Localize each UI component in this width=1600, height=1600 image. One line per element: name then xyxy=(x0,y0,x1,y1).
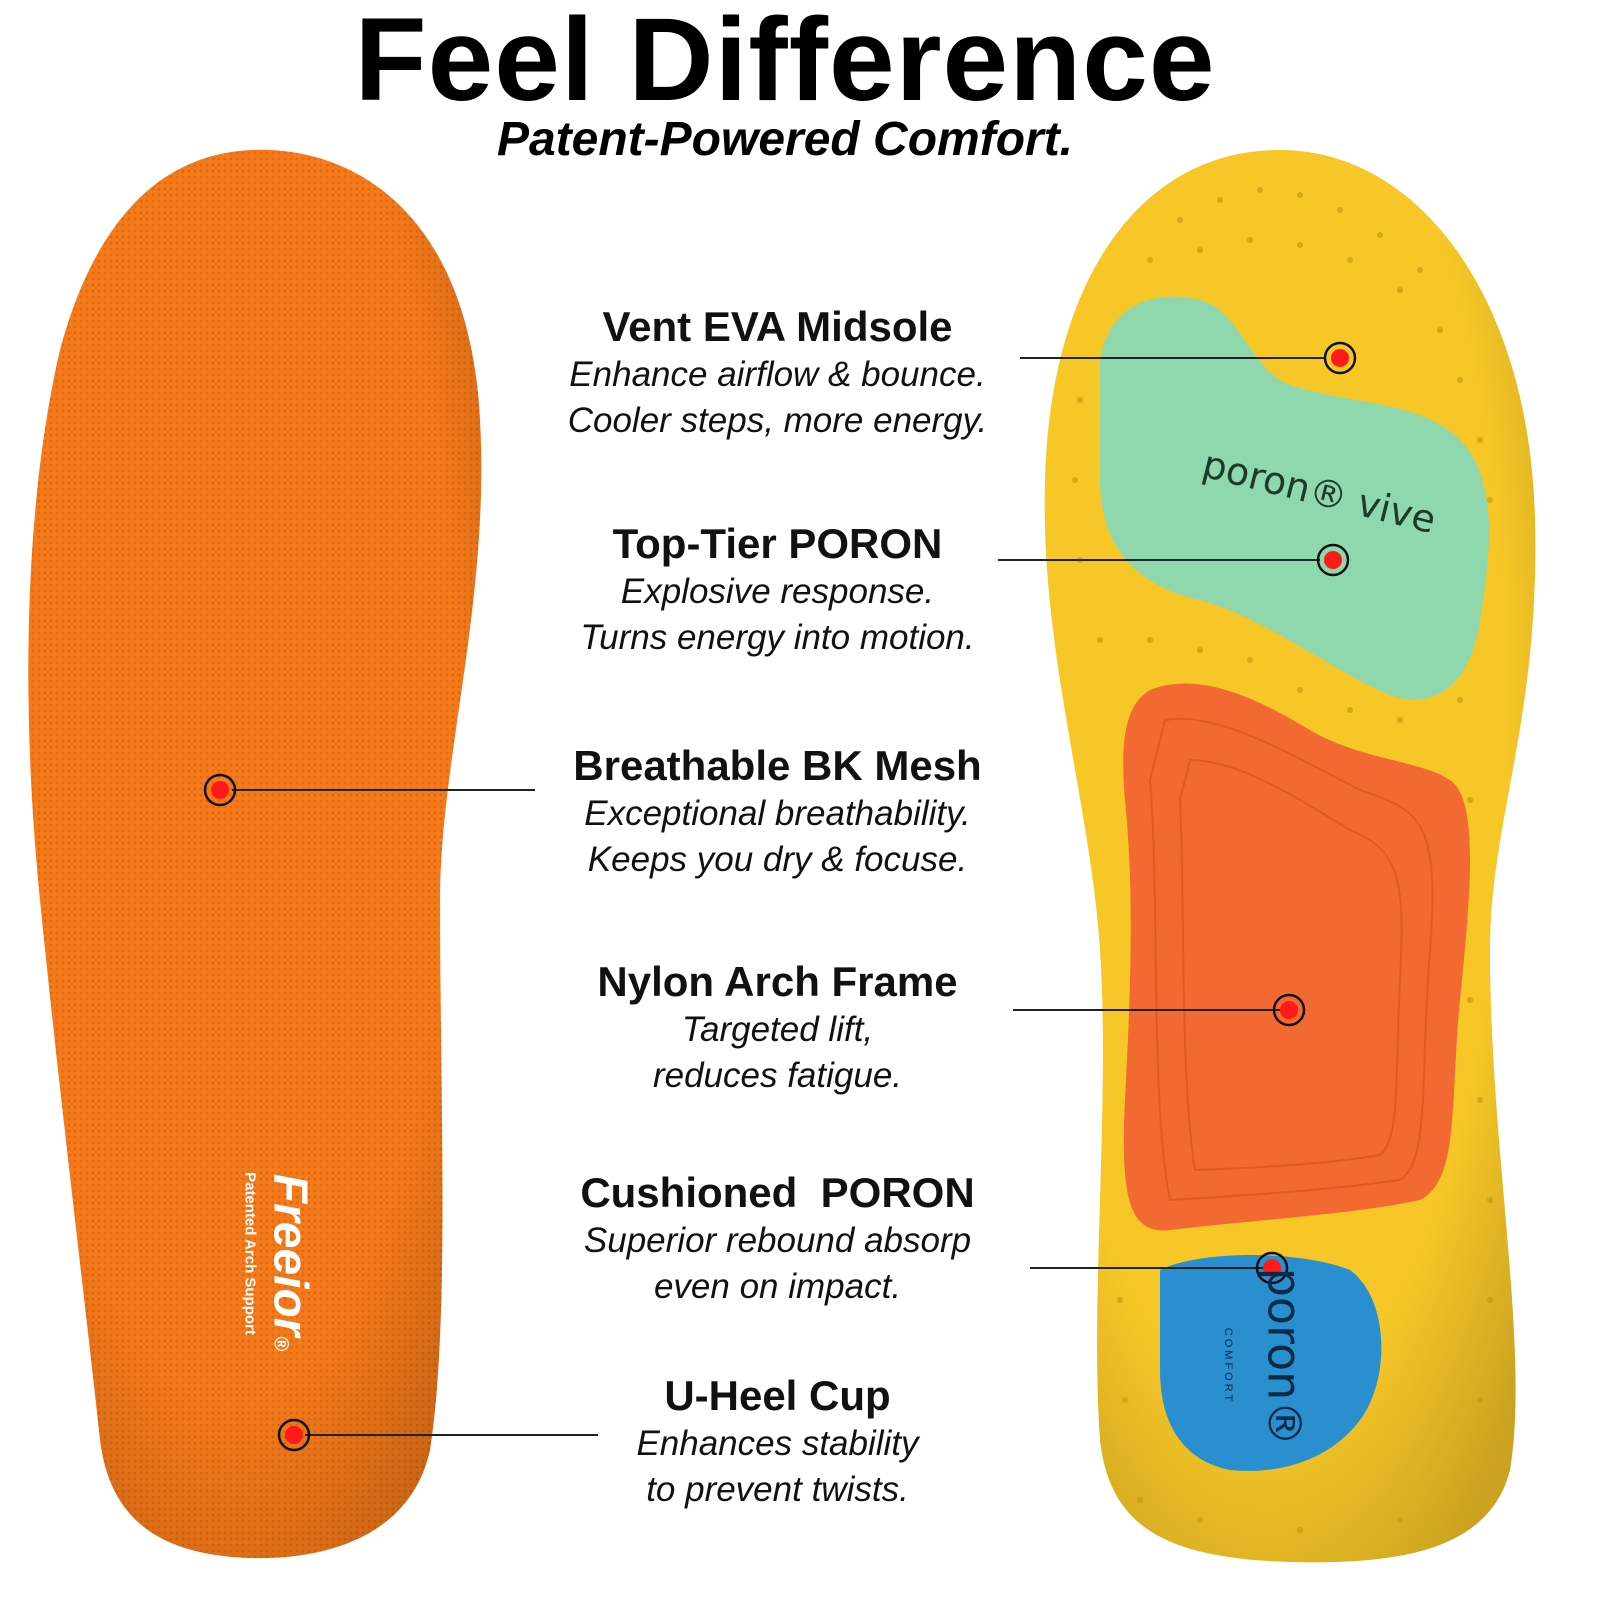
feature-vent-eva-midsole: Vent EVA Midsole Enhance airflow & bounc… xyxy=(540,302,1015,444)
feature-u-heel-cup: U-Heel Cup Enhances stability to prevent… xyxy=(540,1371,1015,1513)
poron-vive-toe-pad xyxy=(1100,296,1489,700)
freeior-logo: Freeior® xyxy=(263,1173,317,1352)
feature-desc: Keeps you dry & focuse. xyxy=(587,840,968,879)
right-insole xyxy=(1044,150,1536,1563)
feature-desc: reduces fatigue. xyxy=(652,1056,903,1095)
feature-desc: Turns energy into motion. xyxy=(580,618,975,657)
marker-cushioned-poron xyxy=(1255,1251,1289,1285)
feature-desc: even on impact. xyxy=(653,1267,902,1306)
feature-title: U-Heel Cup xyxy=(664,1372,891,1419)
feature-cushioned-poron: Cushioned PORON Superior rebound absorp … xyxy=(540,1168,1015,1310)
feature-desc: Enhances stability xyxy=(636,1424,919,1463)
feature-desc: Exceptional breathability. xyxy=(584,794,971,833)
marker-bk-mesh xyxy=(203,773,237,807)
freeior-tagline: Patented Arch Support xyxy=(241,1172,259,1335)
callout-markers xyxy=(203,341,1357,1452)
page-title: Feel Difference xyxy=(354,0,1216,126)
feature-desc: Enhance airflow & bounce. xyxy=(569,355,986,394)
poron-comfort-sub: COMFORT xyxy=(1222,1327,1235,1405)
left-insole xyxy=(28,149,482,1559)
page-subtitle: Patent-Powered Comfort. xyxy=(496,113,1074,166)
feature-nylon-arch-frame: Nylon Arch Frame Targeted lift, reduces … xyxy=(540,957,1015,1099)
feature-desc: to prevent twists. xyxy=(646,1470,909,1509)
feature-title: Breathable BK Mesh xyxy=(573,742,982,789)
vent-holes xyxy=(1072,187,1493,1533)
feature-top-tier-poron: Top-Tier PORON Explosive response. Turns… xyxy=(540,519,1015,661)
poron-comfort-logo: poron® xyxy=(1257,1267,1312,1447)
marker-vent-eva xyxy=(1323,341,1357,375)
feature-desc: Superior rebound absorp xyxy=(583,1221,972,1260)
feature-title: Vent EVA Midsole xyxy=(602,303,953,350)
callout-lines xyxy=(232,357,1325,1436)
nylon-arch-frame xyxy=(1123,683,1470,1231)
marker-top-tier-poron xyxy=(1316,543,1350,577)
poron-heel-pad xyxy=(1160,1255,1382,1471)
marker-arch-frame xyxy=(1272,993,1306,1027)
marker-heel-cup xyxy=(277,1418,311,1452)
feature-desc: Targeted lift, xyxy=(681,1010,874,1049)
feature-breathable-mesh: Breathable BK Mesh Exceptional breathabi… xyxy=(540,741,1015,883)
feature-title: Top-Tier PORON xyxy=(612,520,943,567)
feature-desc: Cooler steps, more energy. xyxy=(567,401,988,440)
feature-title: Nylon Arch Frame xyxy=(597,958,958,1005)
feature-title: Cushioned PORON xyxy=(580,1169,975,1216)
feature-desc: Explosive response. xyxy=(620,572,935,611)
